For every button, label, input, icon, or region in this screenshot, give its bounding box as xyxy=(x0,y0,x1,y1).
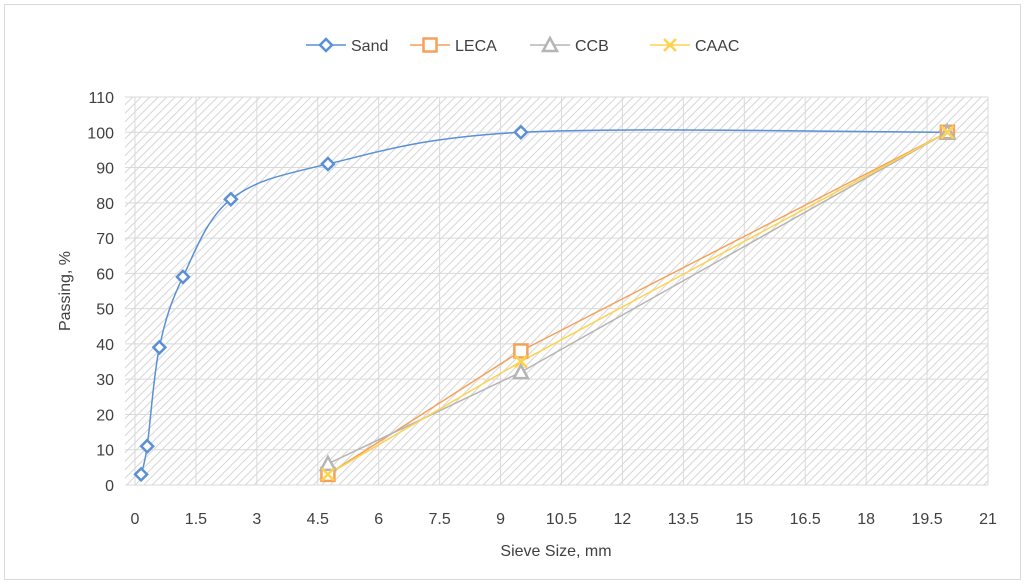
legend: Sand LECA CCB CAAC xyxy=(306,35,739,55)
data-point-sand xyxy=(151,339,168,356)
y-tick-label: 70 xyxy=(96,231,114,248)
x-tick-labels: 0 1.5 3 4.5 6 7.5 9 10.5 12 13.5 15 16.5 18 19.5 21 xyxy=(131,511,997,528)
data-point-sand xyxy=(223,191,239,208)
y-tick-label: 50 xyxy=(96,302,114,319)
x-tick-label: 7.5 xyxy=(429,511,451,528)
data-point-caac xyxy=(940,125,955,140)
y-axis-title: Passing, % xyxy=(57,251,74,331)
data-point-sand xyxy=(513,124,529,141)
y-tick-label: 110 xyxy=(88,90,114,107)
x-tick-label: 6 xyxy=(374,511,383,528)
legend-label-ccb: CCB xyxy=(575,38,609,55)
legend-label-caac: CAAC xyxy=(695,38,739,55)
x-tick-label: 9 xyxy=(496,511,505,528)
data-point-sand xyxy=(139,438,155,454)
data-point-ccb xyxy=(318,454,338,472)
y-tick-label: 100 xyxy=(87,125,114,142)
y-tick-label: 10 xyxy=(96,443,114,460)
data-point-ccb xyxy=(511,362,530,380)
legend-marker-leca xyxy=(422,37,438,53)
data-point-sand xyxy=(175,269,191,285)
legend-marker-caac xyxy=(663,38,677,52)
y-tick-label: 40 xyxy=(96,337,114,354)
x-tick-label: 1.5 xyxy=(185,511,207,528)
legend-marker-sand xyxy=(318,37,334,53)
x-tick-label: 19.5 xyxy=(912,511,943,528)
data-point-leca xyxy=(513,343,529,359)
data-point-caac xyxy=(321,467,335,482)
series-group xyxy=(133,122,957,483)
data-point-caac xyxy=(513,354,528,369)
x-tick-label: 3 xyxy=(252,511,261,528)
legend-marker-ccb xyxy=(540,35,560,53)
y-tick-labels: 0 10 20 30 40 50 60 70 80 90 100 110 xyxy=(87,90,114,495)
data-point-sand xyxy=(133,466,149,483)
x-tick-label: 10.5 xyxy=(546,511,577,528)
y-tick-label: 20 xyxy=(96,407,114,424)
x-tick-label: 13.5 xyxy=(668,511,699,528)
legend-label-leca: LECA xyxy=(455,38,497,55)
x-tick-label: 4.5 xyxy=(307,511,329,528)
series-line-sand xyxy=(140,129,948,475)
x-tick-label: 16.5 xyxy=(790,511,821,528)
y-tick-label: 60 xyxy=(96,266,114,283)
y-tick-label: 90 xyxy=(96,161,114,178)
data-point-sand xyxy=(320,156,336,172)
x-tick-label: 18 xyxy=(857,511,875,528)
x-axis-title: Sieve Size, mm xyxy=(500,543,611,560)
y-tick-label: 0 xyxy=(105,478,114,495)
x-tick-label: 15 xyxy=(735,511,753,528)
legend-label-sand: Sand xyxy=(351,38,388,55)
x-tick-label: 0 xyxy=(131,511,140,528)
y-tick-label: 30 xyxy=(96,372,114,389)
y-tick-label: 80 xyxy=(96,196,114,213)
grid-lines xyxy=(125,96,989,486)
x-tick-label: 12 xyxy=(614,511,632,528)
x-tick-label: 21 xyxy=(979,511,997,528)
plot-area xyxy=(125,97,988,485)
